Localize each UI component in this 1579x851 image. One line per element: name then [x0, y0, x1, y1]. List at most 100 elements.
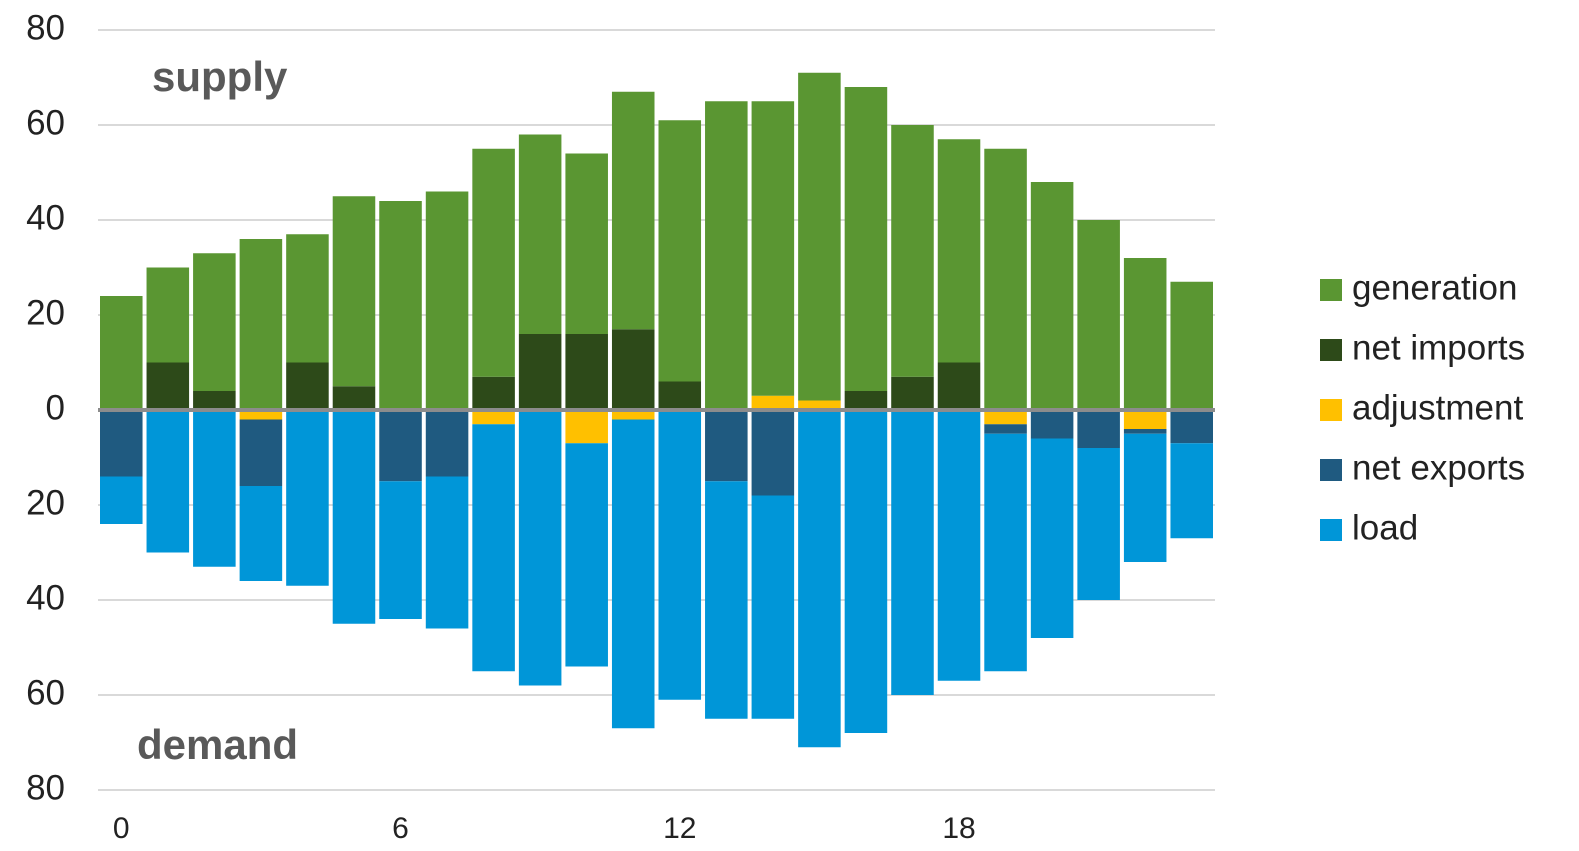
bar-segment [425, 191, 469, 410]
y-tick-label: 40 [26, 578, 65, 617]
bar-segment [984, 148, 1027, 410]
bar-segment [1030, 410, 1074, 439]
bar-segment [751, 395, 795, 410]
bar-segment [705, 101, 748, 410]
bar-segment [286, 410, 329, 586]
bar-segment [844, 410, 888, 733]
bar-segment [611, 410, 655, 420]
bar-segment [565, 334, 608, 410]
y-tick-label: 20 [26, 293, 65, 332]
bar-segment [146, 362, 190, 410]
bar-segment [146, 267, 190, 363]
bar-segment [937, 362, 981, 410]
y-tick-label: 40 [26, 198, 65, 237]
bar-segment [332, 196, 376, 387]
bar-segment [1030, 438, 1074, 638]
bar-segment [1077, 448, 1120, 600]
bar-segment [1170, 443, 1213, 539]
bar-segment [658, 410, 702, 700]
bar-segment [751, 101, 795, 396]
bar-segment [472, 376, 515, 410]
bar-segment [332, 386, 376, 410]
bar-segment [518, 410, 562, 686]
bar-segment [193, 253, 236, 391]
bar-segment [658, 381, 702, 410]
bar-segment [193, 410, 236, 567]
bar-segment [1077, 220, 1120, 410]
bar-segment [1123, 410, 1167, 429]
bar-segment [1123, 429, 1167, 434]
y-tick-label: 60 [26, 673, 65, 712]
legend-label: load [1352, 508, 1418, 547]
bar-segment [146, 410, 190, 553]
legend-label: net exports [1352, 448, 1525, 487]
bar-segment [332, 410, 376, 624]
bar-segment [891, 410, 934, 695]
bar-segment [751, 410, 795, 496]
bar-segment [100, 410, 143, 477]
bar-segment [937, 410, 981, 681]
bar-segment [425, 410, 469, 477]
legend-label: generation [1352, 268, 1517, 307]
bar-segment [611, 419, 655, 729]
legend-swatch [1320, 399, 1342, 421]
bar-segment [1170, 410, 1213, 444]
bar-segment [611, 91, 655, 330]
bar-segment [239, 419, 283, 486]
legend-swatch [1320, 459, 1342, 481]
x-tick-label: 18 [942, 812, 975, 845]
bar-segment [286, 362, 329, 410]
bar-segment [425, 476, 469, 629]
bar-segment [379, 201, 422, 410]
bar-segment [984, 424, 1027, 434]
bar-segment [100, 296, 143, 410]
bar-segment [705, 481, 748, 719]
bar-segment [844, 391, 888, 410]
x-tick-label: 12 [663, 812, 696, 845]
bar-segment [891, 125, 934, 377]
bar-segment [472, 148, 515, 377]
bar-segment [798, 72, 841, 401]
bar-segment [798, 400, 841, 410]
bar-segment [611, 329, 655, 410]
bar-segment [286, 234, 329, 363]
bar-segment [239, 410, 283, 420]
x-tick-label: 0 [113, 812, 130, 845]
bar-segment [472, 410, 515, 425]
bar-segment [705, 410, 748, 482]
bar-segment [100, 476, 143, 524]
legend-swatch [1320, 279, 1342, 301]
legend-swatch [1320, 519, 1342, 541]
bar-segment [1077, 410, 1120, 448]
annotation: supply [152, 53, 288, 100]
bar-segment [379, 410, 422, 482]
bar-segment [518, 334, 562, 410]
bar-segment [891, 376, 934, 410]
legend-swatch [1320, 339, 1342, 361]
bar-segment [193, 391, 236, 410]
bar-segment [239, 239, 283, 410]
bar-segment [658, 120, 702, 382]
bar-segment [1030, 182, 1074, 410]
bar-segment [1123, 433, 1167, 562]
y-tick-label: 20 [26, 483, 65, 522]
bar-segment [1123, 258, 1167, 410]
bar-segment [844, 87, 888, 391]
bar-segment [239, 486, 283, 581]
legend-label: adjustment [1352, 388, 1523, 427]
bar-segment [798, 410, 841, 748]
bar-segment [984, 410, 1027, 425]
legend-label: net imports [1352, 328, 1525, 367]
bar-segment [518, 134, 562, 334]
bar-segment [1170, 281, 1213, 410]
bar-segment [984, 433, 1027, 672]
y-tick-label: 80 [26, 8, 65, 47]
annotation: demand [137, 721, 298, 768]
bar-segment [472, 424, 515, 672]
bar-segment [565, 410, 608, 444]
y-tick-label: 0 [46, 388, 65, 427]
bar-segment [565, 153, 608, 334]
bar-segment [565, 443, 608, 667]
y-tick-label: 60 [26, 103, 65, 142]
